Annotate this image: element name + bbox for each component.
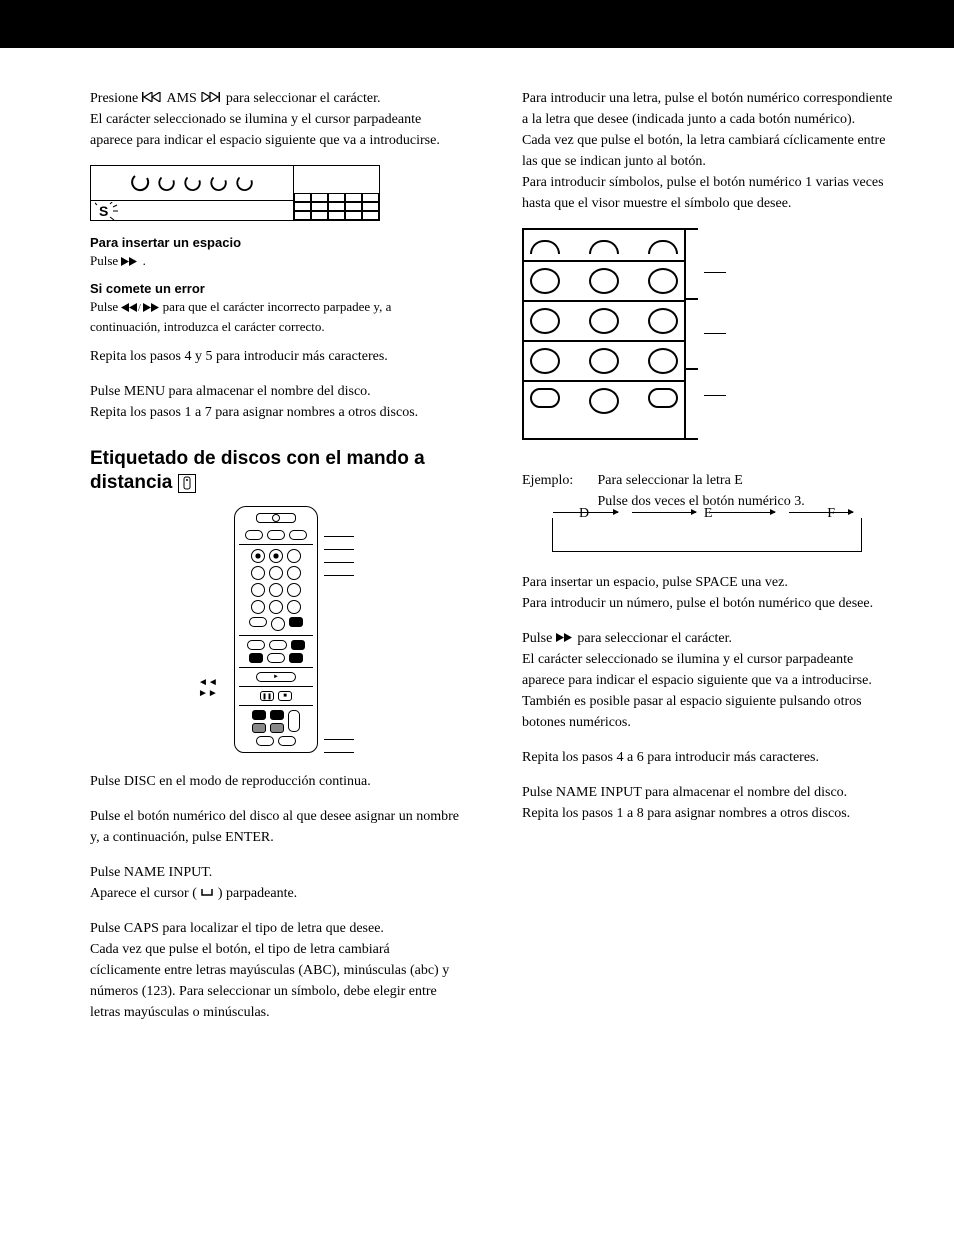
t: para seleccionar el carácter. [226, 91, 381, 106]
r-step5: Para introducir una letra, pulse el botó… [522, 88, 894, 214]
cursor-glyph-icon [129, 172, 151, 194]
ff-icon [556, 628, 574, 649]
cursor-glyph-icon [183, 173, 203, 193]
blinking-s-icon: S [95, 202, 123, 220]
lcd-right-grid [294, 166, 379, 220]
remote-step1: Pulse DISC en el modo de reproducción co… [90, 771, 462, 792]
sub-error-body: Pulse / para que el carácter incorrecto … [90, 298, 462, 335]
remote-ir-window [256, 513, 296, 523]
prev-track-icon [142, 88, 164, 109]
remote-body: ► ❚❚■ [234, 506, 318, 753]
step7: Pulse MENU para almacenar el nombre del … [90, 381, 462, 423]
lcd-lower-row: S [91, 200, 293, 220]
section-heading: Etiquetado de discos con el mando a dist… [90, 447, 462, 496]
right-column: Para introducir una letra, pulse el botó… [522, 88, 894, 1037]
ff-icon [121, 253, 139, 271]
svg-text:/: / [138, 303, 141, 312]
r-step8: Pulse NAME INPUT para almacenar el nombr… [522, 782, 894, 824]
sub-space-body: Pulse . [90, 252, 462, 271]
lcd-main-area: S [91, 166, 294, 220]
remote-step4: Pulse CAPS para localizar el tipo de let… [90, 918, 462, 1023]
sub-heading-error: Si comete un error [90, 281, 462, 296]
remote-step2: Pulse el botón numérico del disco al que… [90, 806, 462, 848]
rew-ff-label: ◄◄ ►► [198, 677, 228, 699]
cycle-diagram: D E F [552, 518, 862, 552]
next-track-icon [200, 88, 222, 109]
remote-leader-right [324, 506, 354, 753]
keypad-leaders [704, 228, 726, 440]
step5-select: Presione AMS para seleccionar el carácte… [90, 88, 462, 151]
remote-diagram: ◄◄ ►► ► ❚❚■ [90, 506, 462, 753]
t: AMS [166, 91, 200, 106]
cursor-glyph-icon [157, 173, 177, 193]
t: El carácter seleccionado se ilumina y el… [90, 112, 440, 148]
remote-leader-left: ◄◄ ►► [198, 506, 228, 753]
sub-heading-space: Para insertar un espacio [90, 235, 462, 250]
r-step6: Pulse para seleccionar el carácter. El c… [522, 628, 894, 733]
lcd-char-row [91, 166, 293, 200]
r-after-example: Para insertar un espacio, pulse SPACE un… [522, 572, 894, 614]
cursor-shape-icon [200, 883, 214, 904]
r-step7: Repita los pasos 4 a 6 para introducir m… [522, 747, 894, 768]
remote-step3: Pulse NAME INPUT. Aparece el cursor ( ) … [90, 862, 462, 904]
rew-ff-icon: / [121, 299, 159, 317]
cursor-glyph-icon [235, 173, 255, 193]
page-top-bar [0, 0, 954, 48]
cycle-e: E [704, 506, 713, 522]
t: Presione [90, 91, 142, 106]
keypad-diagram [522, 228, 894, 440]
example-label: Ejemplo: [522, 470, 594, 491]
calendar-grid [294, 193, 379, 220]
cycle-f: F [827, 506, 835, 522]
page-body: Presione AMS para seleccionar el carácte… [0, 48, 954, 1077]
cursor-glyph-icon [209, 173, 229, 193]
lcd-display: S [90, 165, 380, 221]
svg-text:S: S [99, 203, 108, 219]
cycle-d: D [579, 506, 589, 522]
remote-indicator-icon [178, 474, 196, 493]
left-column: Presione AMS para seleccionar el carácte… [90, 88, 462, 1037]
step6: Repita los pasos 4 y 5 para introducir m… [90, 346, 462, 367]
